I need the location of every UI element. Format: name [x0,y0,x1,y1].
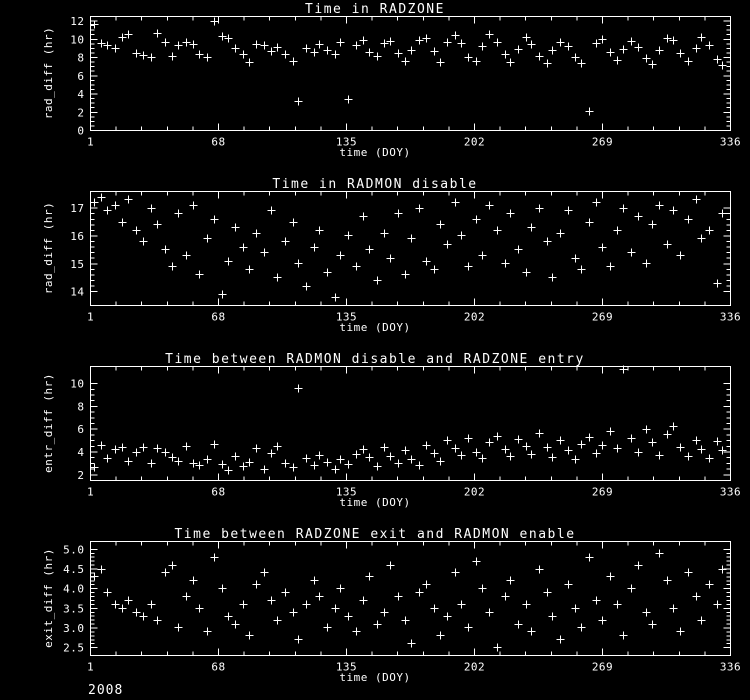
svg-text:14: 14 [70,286,84,299]
svg-text:1: 1 [87,311,94,324]
scatter-plot-exit-diff: exit_diff (hr) 1 68 135 202 269 336 2.5 3.0 3.5 4… [42,541,741,674]
svg-text:4.5: 4.5 [63,563,84,576]
x-axis-label: time (DOY) [339,496,411,509]
plot-title: Time in RADZONE [305,2,445,17]
svg-text:269: 269 [592,661,613,674]
svg-text:202: 202 [464,486,485,499]
svg-text:6: 6 [77,70,84,83]
svg-text:135: 135 [336,661,357,674]
svg-text:1: 1 [87,136,94,149]
svg-text:269: 269 [592,136,613,149]
y-axis-label: rad_diff (hr) [42,27,55,120]
svg-text:68: 68 [211,486,225,499]
svg-text:16: 16 [70,230,84,243]
svg-text:8: 8 [77,400,84,413]
svg-text:4.0: 4.0 [63,583,84,596]
plot-title: Time in RADMON disable [272,177,478,192]
svg-text:269: 269 [592,311,613,324]
svg-text:336: 336 [720,661,741,674]
y-axis-label: rad_diff (hr) [42,202,55,295]
svg-text:3.0: 3.0 [63,622,84,635]
svg-text:3.5: 3.5 [63,602,84,615]
scatter-plot-radmon-disable: rad_diff (hr) 1 68 135 202 269 336 14 15 16 17 [42,191,741,324]
svg-text:2: 2 [77,106,84,119]
svg-text:8: 8 [77,52,84,65]
svg-text:4: 4 [77,88,84,101]
y-axis-label: exit_diff (hr) [42,548,55,648]
svg-text:135: 135 [336,486,357,499]
year-label: 2008 [88,683,124,698]
panel-radmon-disable-to-radzone-entry: Time between RADMON disable and RADZONE … [0,350,750,525]
svg-text:10: 10 [70,378,84,391]
x-axis-label: time (DOY) [339,321,411,334]
panel-radzone-exit-to-radmon-enable: Time between RADZONE exit and RADMON ena… [0,525,750,700]
svg-text:135: 135 [336,311,357,324]
svg-text:135: 135 [336,136,357,149]
x-axis-label: time (DOY) [339,146,411,159]
svg-text:202: 202 [464,661,485,674]
panel-time-in-radzone: Time in RADZONE rad_diff (hr) 1 68 135 202 2… [0,0,750,175]
svg-text:0: 0 [77,125,84,138]
svg-text:17: 17 [70,202,84,215]
svg-text:2.5: 2.5 [63,642,84,655]
svg-text:15: 15 [70,258,84,271]
panel-time-in-radmon-disable: Time in RADMON disable rad_diff (hr) 1 68… [0,175,750,350]
x-axis-label: time (DOY) [339,671,411,684]
plot-title: Time between RADZONE exit and RADMON ena… [174,527,576,542]
svg-text:336: 336 [720,486,741,499]
svg-text:336: 336 [720,136,741,149]
svg-text:5.0: 5.0 [63,543,84,556]
svg-text:68: 68 [211,136,225,149]
svg-text:68: 68 [211,311,225,324]
svg-text:202: 202 [464,136,485,149]
svg-text:1: 1 [87,486,94,499]
svg-text:269: 269 [592,486,613,499]
svg-text:6: 6 [77,423,84,436]
svg-text:1: 1 [87,661,94,674]
svg-text:12: 12 [70,15,84,28]
svg-text:10: 10 [70,33,84,46]
svg-text:202: 202 [464,311,485,324]
svg-text:2: 2 [77,469,84,482]
svg-text:336: 336 [720,311,741,324]
y-axis-label: entr_diff (hr) [42,373,55,473]
svg-text:4: 4 [77,446,84,459]
plot-title: Time between RADMON disable and RADZONE … [165,352,585,367]
svg-text:68: 68 [211,661,225,674]
